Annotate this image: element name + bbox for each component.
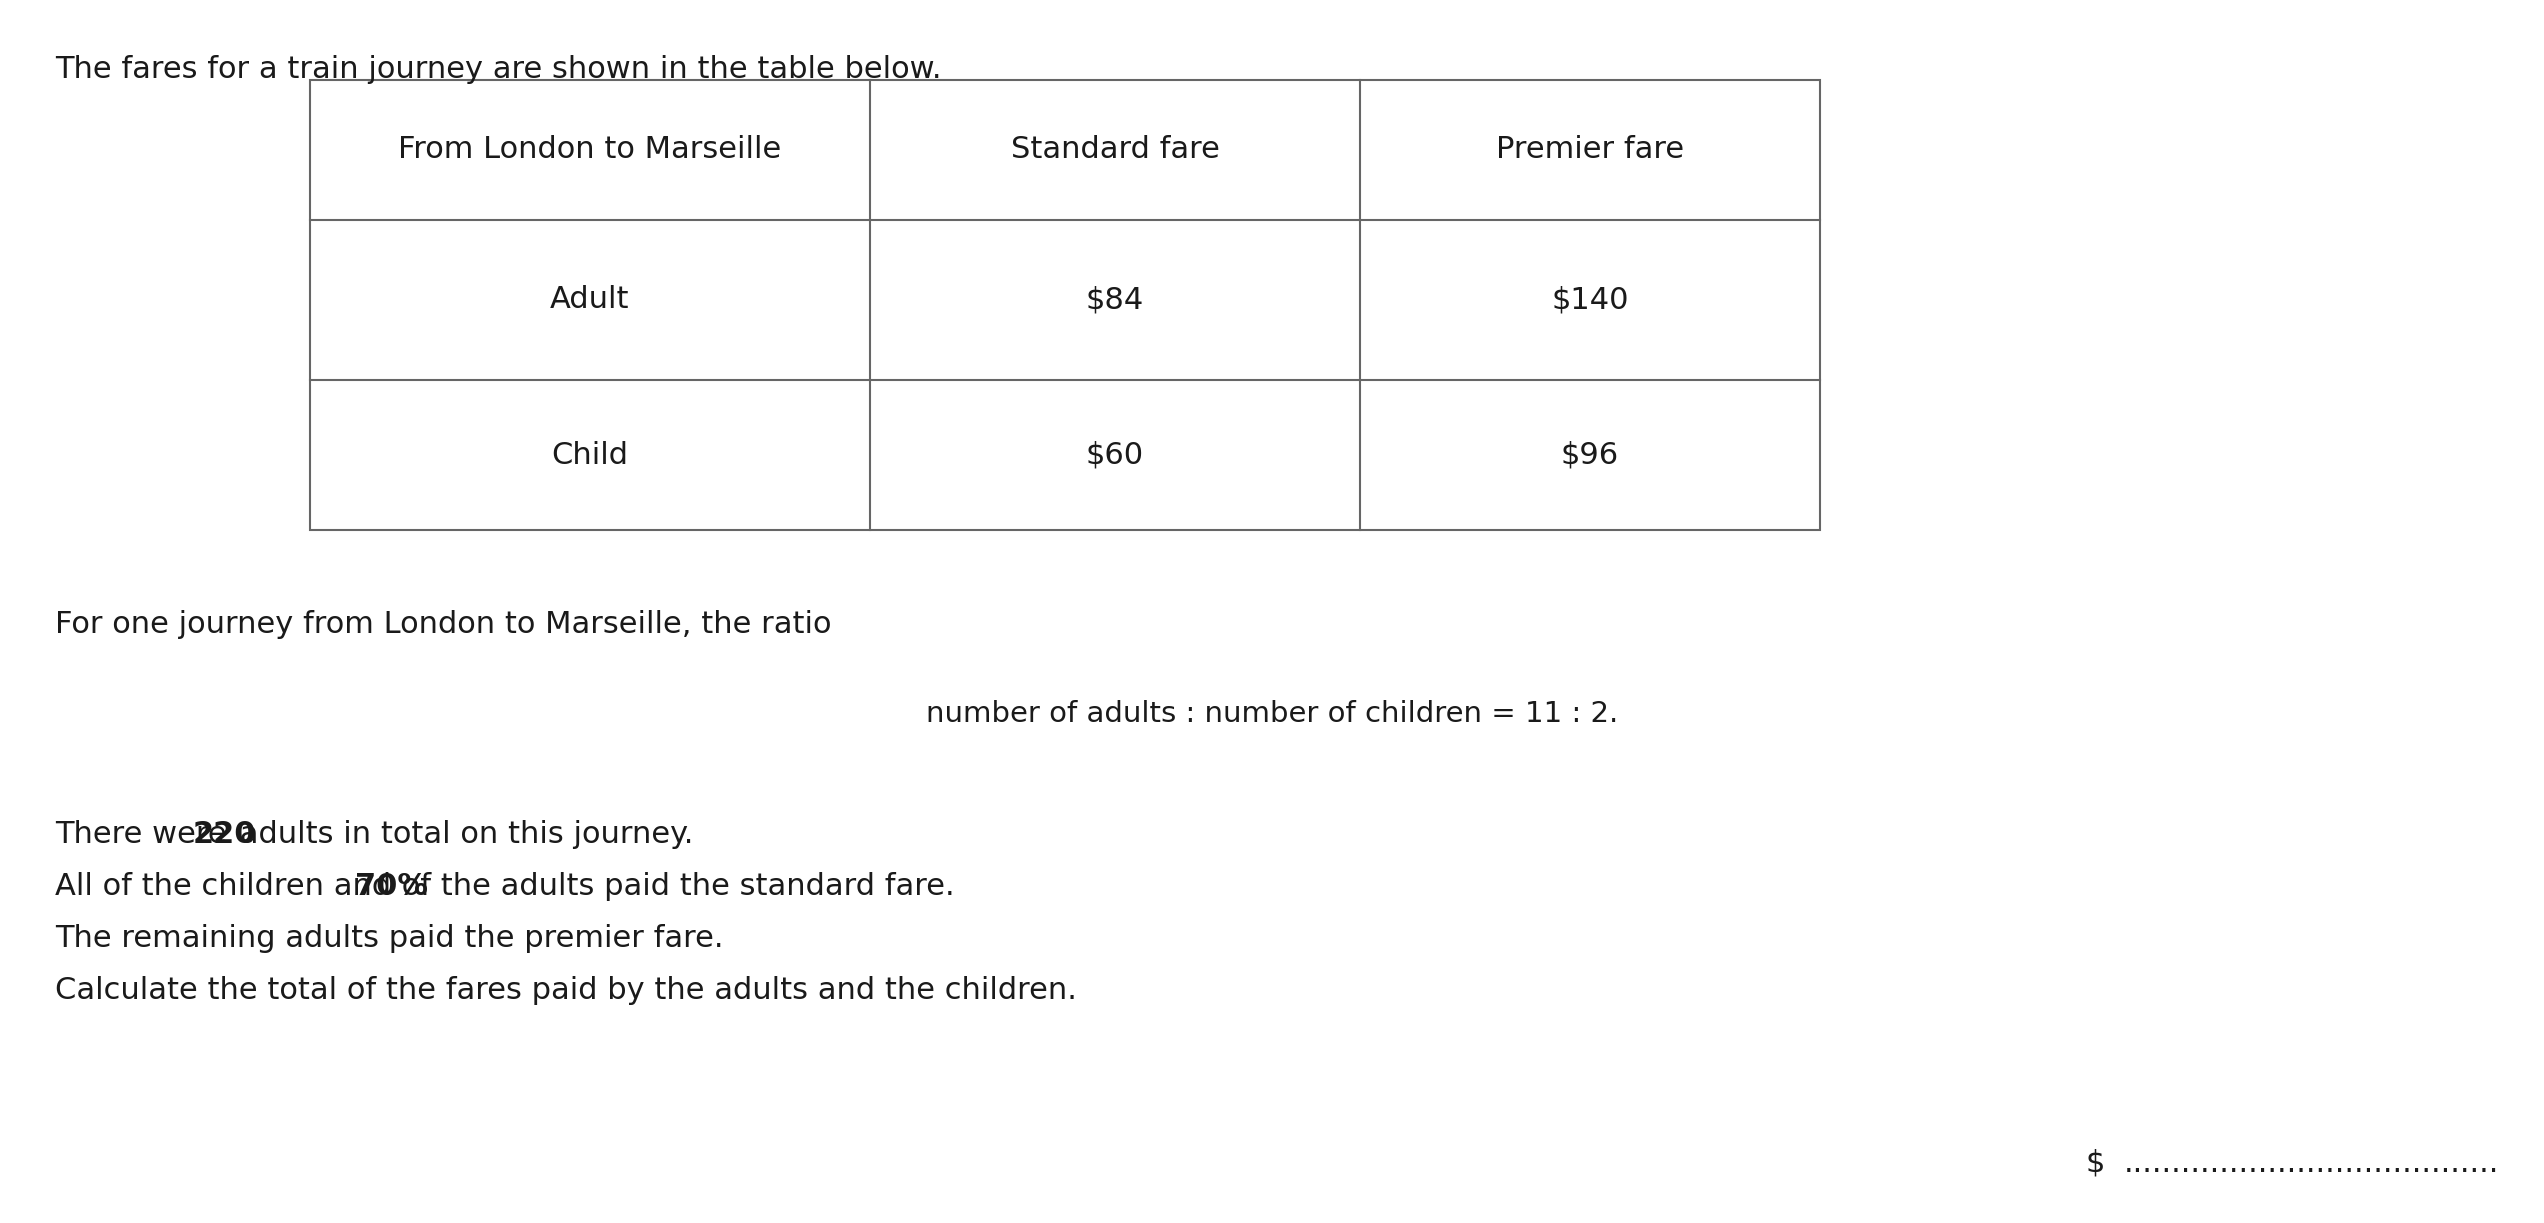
Text: There were: There were [56, 819, 237, 849]
Bar [310, 79, 1819, 530]
Text: Calculate the total of the fares paid by the adults and the children.: Calculate the total of the fares paid by… [56, 976, 1076, 1005]
Text: All of the children and: All of the children and [56, 872, 402, 901]
Text: Child: Child [552, 440, 628, 470]
Text: 70%: 70% [356, 872, 427, 901]
Text: Adult: Adult [550, 285, 631, 314]
Text: $96: $96 [1562, 440, 1618, 470]
Text: of the adults paid the standard fare.: of the adults paid the standard fare. [392, 872, 954, 901]
Text: $84: $84 [1086, 285, 1145, 314]
Text: For one journey from London to Marseille, the ratio: For one journey from London to Marseille… [56, 610, 832, 638]
Text: number of adults : number of children = 11 : 2.: number of adults : number of children = … [926, 700, 1618, 728]
Text: From London to Marseille: From London to Marseille [399, 136, 781, 165]
Text: Premier fare: Premier fare [1496, 136, 1684, 165]
Text: $60: $60 [1086, 440, 1145, 470]
Text: 220: 220 [193, 819, 257, 849]
Text: adults in total on this journey.: adults in total on this journey. [229, 819, 695, 849]
Text: The fares for a train journey are shown in the table below.: The fares for a train journey are shown … [56, 55, 941, 84]
Text: $140: $140 [1552, 285, 1628, 314]
Text: The remaining adults paid the premier fare.: The remaining adults paid the premier fa… [56, 925, 722, 953]
Text: Standard fare: Standard fare [1010, 136, 1219, 165]
Text: .......................................: ....................................... [2124, 1148, 2501, 1178]
Text: $: $ [2086, 1148, 2114, 1178]
